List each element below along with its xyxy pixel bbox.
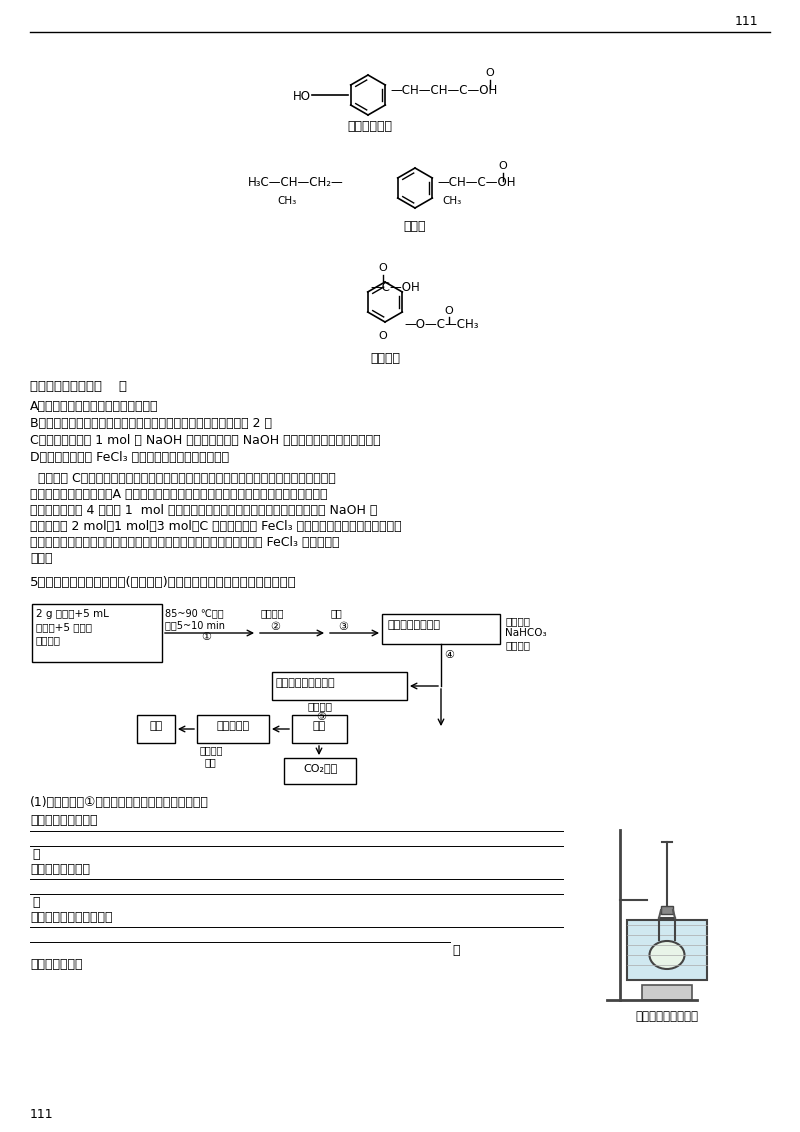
Text: A．三种有机物都能与浓溴水发生反应: A．三种有机物都能与浓溴水发生反应 — [30, 400, 158, 413]
Text: CH₃: CH₃ — [277, 196, 296, 206]
Text: 阿司匹林: 阿司匹林 — [370, 352, 400, 365]
Text: 乙酰水杨酸粗产品: 乙酰水杨酸粗产品 — [387, 620, 440, 631]
Text: HO: HO — [293, 91, 311, 103]
Text: O: O — [445, 306, 454, 316]
Text: 111: 111 — [735, 15, 758, 28]
Text: 加热5~10 min: 加热5~10 min — [165, 620, 225, 631]
Text: ①: ① — [201, 632, 211, 642]
Text: D．仅用稀硫酸和 FeCl₃ 溶液不能将三种有机物鉴别开: D．仅用稀硫酸和 FeCl₃ 溶液不能将三种有机物鉴别开 — [30, 451, 229, 464]
Text: ③: ③ — [338, 621, 348, 632]
Text: 2 g 水杨酸+5 mL: 2 g 水杨酸+5 mL — [36, 609, 109, 619]
Text: 解析：选 C。对羟基桂皮酸中有酚羟基，且有碳碳双键，能与浓溴水反应，布洛芬、阿司: 解析：选 C。对羟基桂皮酸中有酚羟基，且有碳碳双键，能与浓溴水反应，布洛芬、阿司 — [30, 472, 336, 484]
Text: 。: 。 — [32, 897, 39, 909]
Bar — [272, 672, 407, 700]
Text: NaHCO₃: NaHCO₃ — [505, 628, 546, 638]
Text: 后在余下的物质中分别加入稀硫酸加热，阿司匹林可水解生成酚，再用 FeCl₃ 溶液可进行: 后在余下的物质中分别加入稀硫酸加热，阿司匹林可水解生成酚，再用 FeCl₃ 溶液… — [30, 535, 339, 549]
Text: 长直导管的作用是: 长直导管的作用是 — [30, 863, 90, 876]
Text: 5．以下是合成乙酰水杨酸(阿司匹林)的实验流程图，请你回答有关问题：: 5．以下是合成乙酰水杨酸(阿司匹林)的实验流程图，请你回答有关问题： — [30, 576, 297, 589]
Text: 故其一氯代物有 4 种。各 1  mol 的对羟基桂皮酸、布洛芬、阿司匹林分别消耗的 NaOH 的: 故其一氯代物有 4 种。各 1 mol 的对羟基桂皮酸、布洛芬、阿司匹林分别消耗… — [30, 504, 378, 517]
Text: 鉴别。: 鉴别。 — [30, 552, 53, 565]
Text: 主反应方程式为: 主反应方程式为 — [30, 958, 82, 971]
Text: 。: 。 — [452, 944, 459, 957]
Text: O: O — [378, 331, 387, 341]
Text: 。: 。 — [32, 848, 39, 861]
Text: ⑤: ⑤ — [316, 712, 326, 722]
Text: O: O — [498, 161, 507, 171]
Bar — [284, 758, 356, 784]
Text: ②: ② — [270, 621, 280, 632]
Text: B．三种有机物苯环上的氢原子若被氯原子取代，其一氯化物只有 2 种: B．三种有机物苯环上的氢原子若被氯原子取代，其一氯化物只有 2 种 — [30, 417, 272, 430]
Bar — [642, 985, 692, 1000]
Bar — [627, 920, 707, 980]
Text: —O—C—CH₃: —O—C—CH₃ — [404, 318, 478, 331]
Text: 抽滤: 抽滤 — [331, 608, 342, 618]
Text: 冷却结晶: 冷却结晶 — [261, 608, 285, 618]
Text: —C—OH: —C—OH — [370, 281, 420, 294]
Text: 匹林不能与浓溴水反应，A 错。前两者苯环上的一氯代物都有两种，而后者无对称结构，: 匹林不能与浓溴水反应，A 错。前两者苯环上的一氯代物都有两种，而后者无对称结构， — [30, 488, 327, 501]
Text: O: O — [486, 68, 494, 78]
Text: 以下说法正确的是（    ）: 以下说法正确的是（ ） — [30, 380, 127, 393]
Text: 加入饱和: 加入饱和 — [505, 616, 530, 626]
Text: CH₃: CH₃ — [442, 196, 462, 206]
Text: (1)流程中的第①步的实验装置如图所示，请回答：: (1)流程中的第①步的实验装置如图所示，请回答： — [30, 796, 209, 809]
Text: 乙酰水杨酸制备装置: 乙酰水杨酸制备装置 — [635, 1010, 698, 1023]
Text: 酸，振荡: 酸，振荡 — [36, 635, 61, 645]
Text: 对羟基桂皮酸: 对羟基桂皮酸 — [347, 120, 393, 132]
Text: 乙酰水杨酸: 乙酰水杨酸 — [217, 721, 250, 731]
Text: 抽滤: 抽滤 — [205, 757, 217, 767]
Text: 实验中加浓硫酸的目的是: 实验中加浓硫酸的目的是 — [30, 911, 113, 924]
Bar — [661, 906, 673, 914]
Text: 用水溶加热的作用是: 用水溶加热的作用是 — [30, 814, 98, 827]
Text: 加入盐酸: 加入盐酸 — [307, 701, 332, 711]
Text: 布洛芬: 布洛芬 — [404, 220, 426, 233]
Text: CO₂气体: CO₂气体 — [303, 763, 337, 773]
Text: O: O — [378, 263, 387, 273]
Text: 乙酸酐+5 滴浓硫: 乙酸酐+5 滴浓硫 — [36, 621, 92, 632]
Text: 溶液加热: 溶液加热 — [505, 640, 530, 650]
Text: H₃C—CH—CH₂—: H₃C—CH—CH₂— — [248, 177, 344, 189]
Bar — [137, 715, 175, 743]
Text: —CH—CH—C—OH: —CH—CH—C—OH — [390, 84, 498, 96]
Ellipse shape — [650, 941, 685, 969]
Text: C．三种有机物各 1 mol 与 NaOH 溶液反应，消耗 NaOH 的物质的量最多的是阿司匹林: C．三种有机物各 1 mol 与 NaOH 溶液反应，消耗 NaOH 的物质的量… — [30, 434, 381, 447]
Text: 物质的量为 2 mol、1 mol、3 mol。C 项正确。先用 FeCl₃ 溶液可鉴别出对羟基桂皮酸，然: 物质的量为 2 mol、1 mol、3 mol。C 项正确。先用 FeCl₃ 溶… — [30, 520, 402, 533]
Text: 85~90 ℃水浴: 85~90 ℃水浴 — [165, 608, 224, 618]
Text: 冰水冷却: 冰水冷却 — [200, 745, 223, 755]
Bar — [382, 614, 500, 644]
Bar — [32, 604, 162, 662]
Text: ④: ④ — [444, 650, 454, 660]
Bar — [292, 715, 347, 743]
Text: 溶液: 溶液 — [312, 721, 326, 731]
Text: 沉淀：水杨酸聚合物: 沉淀：水杨酸聚合物 — [276, 678, 336, 688]
Bar — [197, 715, 269, 743]
Text: 111: 111 — [30, 1108, 54, 1121]
Text: 产品: 产品 — [150, 721, 162, 731]
Text: —CH—C—OH: —CH—C—OH — [437, 177, 515, 189]
